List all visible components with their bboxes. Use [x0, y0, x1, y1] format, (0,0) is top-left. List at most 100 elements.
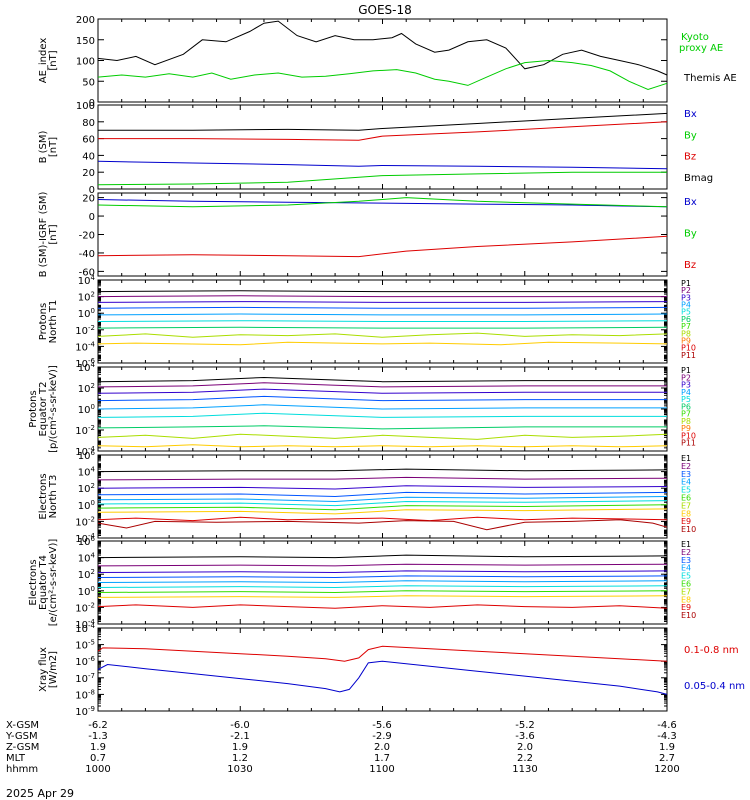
y-tick-label-base: 10	[78, 484, 91, 495]
y-tick-label-exp: 0	[91, 499, 95, 507]
series-protons_t2-p1	[97, 376, 667, 383]
footer-cell: -3.6	[515, 731, 535, 742]
y-tick-label: -60	[79, 267, 95, 278]
y-tick-label: 200	[76, 15, 95, 26]
footer-cell: -6.2	[88, 720, 108, 731]
date-label: 2025 Apr 29	[6, 787, 74, 800]
legend-item: E5	[681, 486, 691, 495]
series-electrons_t3-e5	[97, 496, 668, 503]
y-tick-label-base: 10	[75, 657, 88, 668]
footer-cell: 1200	[654, 764, 679, 775]
footer-cell: -5.2	[515, 720, 535, 731]
series-protons_t2-p9	[97, 444, 668, 448]
y-axis-label: B (SM)-IGRF (SM)	[38, 192, 49, 278]
series-protons_t2-p7	[97, 425, 667, 430]
footer-cell: -2.9	[372, 731, 392, 742]
y-tick-label: 10-4	[75, 445, 95, 458]
legend-item: P1	[681, 279, 691, 288]
y-tick-label-exp: -6	[88, 357, 96, 365]
y-tick-label-exp: 0	[91, 307, 95, 315]
footer-row-label: X-GSM	[6, 720, 39, 731]
y-tick-label-base: 10	[78, 501, 91, 512]
legend-item: E8	[681, 509, 691, 518]
footer-cell: 1100	[369, 764, 394, 775]
legend-item: P1	[681, 366, 691, 375]
y-axis-label: [nT]	[48, 50, 59, 70]
y-tick-label: 104	[78, 466, 96, 479]
series-bigrf-bz	[97, 235, 668, 258]
y-tick-label-base: 10	[78, 468, 91, 479]
footer-cell: -4.6	[657, 720, 677, 731]
y-tick-label: 0	[89, 98, 95, 109]
y-tick-label: 10-8	[75, 688, 95, 701]
y-tick-label: 10-9	[75, 705, 95, 718]
y-tick-label: 106	[78, 535, 96, 548]
series-electrons_t4-e3	[97, 570, 668, 574]
legend-item: By	[684, 229, 697, 240]
y-axis-label: AE_index	[38, 38, 49, 84]
y-tick-label-exp: -6	[88, 655, 96, 663]
series-protons_t1-p5	[97, 313, 668, 316]
legend-item: P9	[681, 424, 691, 433]
panel-frame	[97, 454, 668, 539]
legend-item: E1	[681, 540, 691, 549]
legend-item: P9	[681, 336, 691, 345]
y-tick-label-base: 10	[75, 447, 88, 458]
y-axis-label: North T3	[48, 475, 59, 519]
legend-item: P5	[681, 395, 691, 404]
y-tick-label: 10-5	[75, 639, 95, 652]
y-axis-label: Electrons	[38, 473, 49, 519]
series-protons_t1-p6	[97, 320, 668, 322]
footer-cell: 2.7	[659, 753, 675, 764]
y-tick-label-base: 10	[75, 690, 88, 701]
y-tick-label-exp: -8	[88, 688, 95, 696]
y-tick-label: 150	[76, 36, 95, 47]
y-tick-label-exp: -5	[88, 639, 95, 647]
series-bigrf-by	[97, 197, 668, 208]
legend-item: Bz	[684, 260, 696, 271]
footer-cell: 1.7	[374, 753, 390, 764]
series-electrons_t3-e6	[97, 500, 668, 507]
y-tick-label: 106	[78, 449, 96, 462]
y-tick-label: 100	[76, 57, 95, 68]
y-tick-label-exp: -9	[88, 705, 95, 713]
footer-row-label: MLT	[6, 753, 26, 764]
y-axis-label: [e/(cm²-s-sr-keV)]	[48, 539, 59, 627]
footer-cell: 1.9	[232, 742, 248, 753]
y-tick-label: 10-4	[75, 340, 95, 353]
y-axis-label: [p/(cm²-s-sr-keV)]	[48, 365, 59, 453]
y-tick-label: 50	[82, 77, 95, 88]
y-tick-label: 0	[89, 185, 95, 196]
panel-frame	[97, 627, 668, 712]
series-protons_t1-p1	[97, 290, 667, 293]
y-tick-label-exp: -7	[88, 672, 95, 680]
y-tick-label: -20	[79, 231, 95, 242]
series-electrons_t4-e5	[97, 580, 668, 584]
footer-cell: -1.3	[88, 731, 108, 742]
series-protons_t1-p3	[97, 301, 668, 303]
y-tick-label-exp: -4	[88, 618, 96, 626]
legend-item: P4	[681, 301, 691, 310]
y-tick-label-base: 10	[78, 587, 91, 598]
legend-item: P11	[681, 439, 696, 448]
y-tick-label-base: 10	[78, 405, 91, 416]
y-tick-label-exp: 4	[91, 466, 96, 474]
legend-item: Bx	[684, 109, 697, 120]
series-electrons_t3-e4	[97, 491, 668, 498]
y-tick-label-base: 10	[75, 517, 88, 528]
y-tick-label: 100	[76, 101, 95, 112]
legend-item: E10	[681, 525, 696, 534]
y-tick-label-base: 10	[78, 451, 91, 462]
y-tick-label-base: 10	[75, 342, 88, 353]
y-tick-label-base: 10	[75, 620, 88, 631]
y-tick-label: 104	[78, 552, 96, 565]
series-protons_t1-p4	[97, 306, 668, 309]
footer-table: X-GSM -6.2 -6.0 -5.6 -5.2 -4.6 Y-GSM -1.3 -2.1 -2…	[5, 720, 680, 775]
y-axis-label: Protons	[38, 303, 49, 340]
legend-item: 0.05-0.4 nm	[684, 681, 745, 692]
y-tick-label-exp: 4	[91, 361, 96, 369]
y-tick-label-exp: -2	[88, 324, 95, 332]
